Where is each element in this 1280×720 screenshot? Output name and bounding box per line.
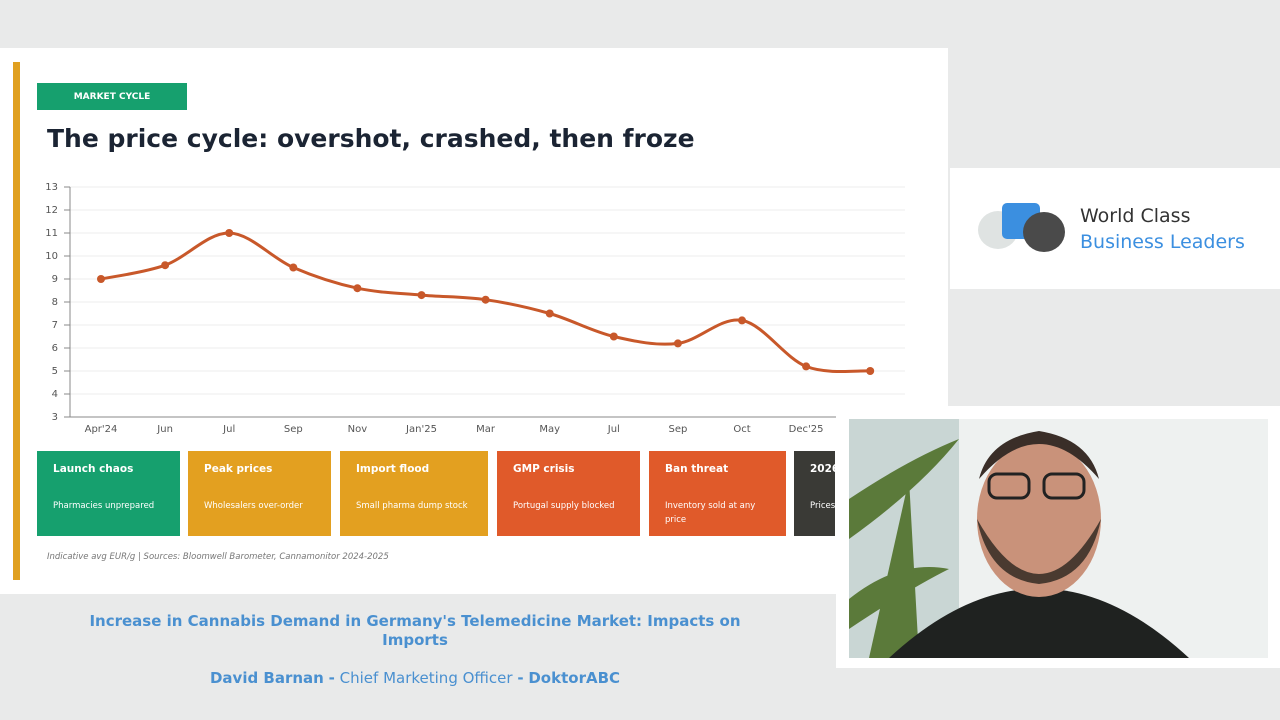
x-tick-label: Dec'25 — [789, 424, 824, 435]
price-point — [802, 362, 811, 371]
phase-card: GMP crisis Portugal supply blocked — [497, 451, 640, 536]
price-point — [481, 295, 490, 304]
logo-panel: World Class Business Leaders — [950, 168, 1280, 289]
card-text: Portugal supply blocked — [513, 501, 615, 511]
card-text: Small pharma dump stock — [356, 501, 468, 511]
y-tick-label: 9 — [52, 274, 58, 285]
card-text: Wholesalers over-order — [204, 501, 303, 511]
logo-line: Business Leaders — [1080, 231, 1245, 253]
x-tick-label: Jul — [222, 424, 235, 435]
chart: 3 4 5 6 7 8 9 10 11 12 13 Apr'24 Jun Jul Sep Nov Jan'25 M… — [45, 182, 905, 435]
x-tick-label: Jan'25 — [405, 424, 437, 435]
speaker-name: David Barnan — [209, 669, 324, 687]
x-tick-label: Jun — [156, 424, 173, 435]
accent-bar — [13, 62, 20, 580]
y-tick-label: 10 — [45, 251, 58, 262]
y-tick-label: 4 — [52, 389, 58, 400]
speaker-role: Chief Marketing Officer — [339, 669, 513, 687]
price-point — [866, 367, 875, 375]
slide-tag: MARKET CYCLE — [37, 83, 187, 110]
price-point — [225, 229, 234, 237]
phase-card: Ban threat Inventory sold at any price — [649, 451, 786, 536]
price-point — [738, 316, 746, 325]
separator: - — [328, 669, 335, 687]
x-tick-label: Oct — [733, 424, 750, 435]
phase-card: Peak prices Wholesalers over-order — [188, 451, 331, 536]
video-title: Increase in Cannabis Demand in Germany's… — [89, 612, 741, 649]
price-point — [673, 339, 682, 348]
phase-card: Import flood Small pharma dump stock — [340, 451, 488, 536]
y-tick-label: 12 — [45, 205, 58, 216]
y-tick-label: 5 — [52, 366, 58, 377]
y-tick-label: 13 — [45, 182, 58, 193]
webcam-video — [849, 419, 1268, 658]
card-text: Prices — [810, 501, 835, 511]
x-tick-label: Mar — [476, 424, 496, 435]
card-heading: GMP crisis — [513, 463, 575, 475]
webcam-panel — [836, 406, 1280, 668]
card-heading: Ban threat — [665, 463, 729, 475]
footnote: Indicative avg EUR/g | Sources: Bloomwel… — [47, 552, 389, 562]
separator: - — [517, 669, 524, 687]
price-point — [161, 261, 170, 270]
slide-title: The price cycle: overshot, crashed, then… — [47, 124, 695, 153]
y-tick-label: 7 — [52, 320, 58, 331]
card-text: Pharmacies unprepared — [53, 501, 155, 511]
company: DoktorABC — [528, 669, 621, 687]
byline: David Barnan - Chief Marketing Officer -… — [70, 669, 760, 687]
card-heading: Peak prices — [204, 463, 273, 475]
y-tick-label: 8 — [52, 297, 58, 308]
y-tick-label: 6 — [52, 343, 58, 354]
y-tick-label: 3 — [52, 412, 58, 423]
logo-icon — [978, 203, 1065, 252]
price-point — [545, 309, 554, 318]
phase-card: 2026 Prices — [794, 451, 835, 536]
price-point — [97, 275, 105, 283]
price-point — [417, 291, 426, 300]
x-tick-label: May — [539, 424, 560, 435]
logo-text: World Class Business Leaders — [1080, 203, 1245, 255]
x-tick-label: Apr'24 — [85, 424, 118, 435]
y-tick-label: 11 — [45, 228, 58, 239]
card-heading: Launch chaos — [53, 463, 134, 475]
card-heading: 2026 — [810, 463, 835, 475]
price-point — [609, 332, 618, 341]
phase-card: Launch chaos Pharmacies unprepared — [37, 451, 180, 536]
x-tick-label: Nov — [348, 424, 368, 435]
price-point — [289, 263, 298, 272]
logo-line: World Class — [1080, 205, 1191, 227]
x-tick-label: Sep — [284, 424, 303, 435]
card-heading: Import flood — [356, 463, 430, 475]
x-tick-label: Jul — [607, 424, 620, 435]
x-tick-label: Sep — [668, 424, 687, 435]
slide: 3 4 5 6 7 8 9 10 11 12 13 Apr'24 Jun Jul Sep Nov Jan'25 M… — [0, 48, 948, 594]
card-text: Inventory sold at any price — [665, 501, 756, 525]
price-point — [353, 284, 362, 293]
